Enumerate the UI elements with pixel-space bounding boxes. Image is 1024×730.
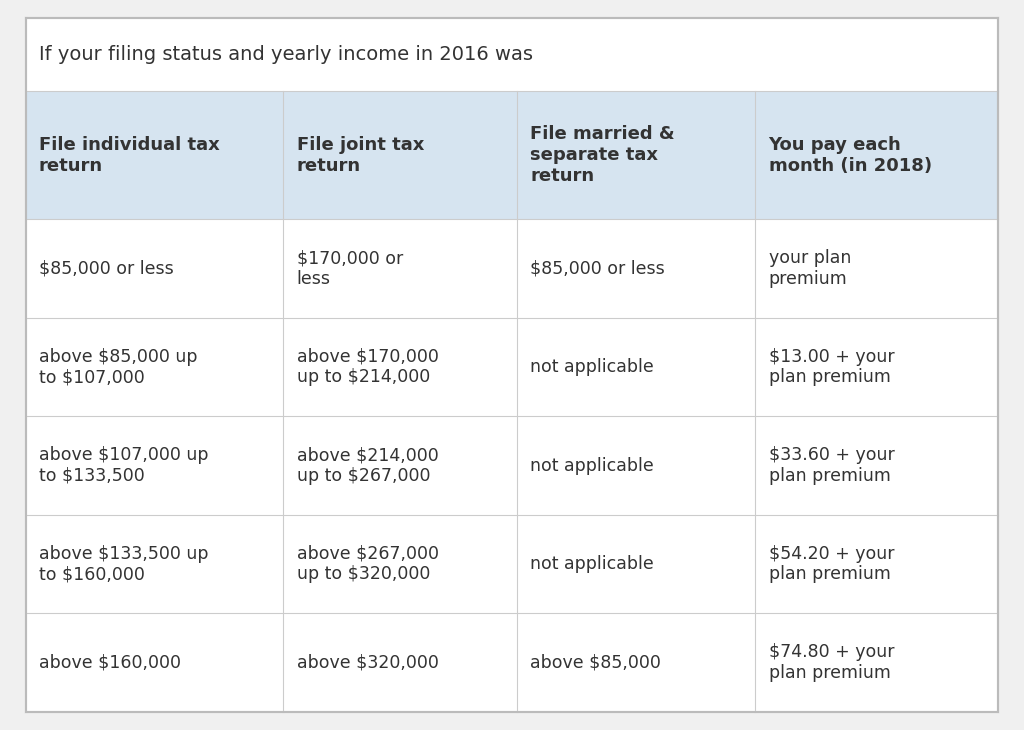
Bar	[26, 219, 284, 318]
Text: You pay each
month (in 2018): You pay each month (in 2018)	[768, 136, 932, 174]
Text: above $133,500 up
to $160,000: above $133,500 up to $160,000	[39, 545, 209, 583]
Bar	[284, 318, 517, 416]
Text: above $85,000 up
to $107,000: above $85,000 up to $107,000	[39, 347, 198, 386]
Bar	[284, 416, 517, 515]
Bar	[517, 515, 756, 613]
Bar	[756, 613, 998, 712]
Bar	[284, 219, 517, 318]
Text: above $170,000
up to $214,000: above $170,000 up to $214,000	[297, 347, 438, 386]
Text: $33.60 + your
plan premium: $33.60 + your plan premium	[768, 446, 894, 485]
Bar	[517, 219, 756, 318]
Text: not applicable: not applicable	[530, 555, 654, 573]
Bar	[517, 416, 756, 515]
Text: above $267,000
up to $320,000: above $267,000 up to $320,000	[297, 545, 438, 583]
Text: File individual tax
return: File individual tax return	[39, 136, 220, 174]
Bar	[284, 613, 517, 712]
Text: File married &
separate tax
return: File married & separate tax return	[530, 126, 675, 185]
Text: above $214,000
up to $267,000: above $214,000 up to $267,000	[297, 446, 438, 485]
Text: If your filing status and yearly income in 2016 was: If your filing status and yearly income …	[39, 45, 532, 64]
Bar	[756, 91, 998, 219]
Bar	[517, 318, 756, 416]
Text: not applicable: not applicable	[530, 456, 654, 474]
Text: $170,000 or
less: $170,000 or less	[297, 249, 403, 288]
Bar	[26, 416, 284, 515]
Text: File joint tax
return: File joint tax return	[297, 136, 424, 174]
Bar	[26, 515, 284, 613]
Text: above $320,000: above $320,000	[297, 653, 438, 672]
Bar	[517, 91, 756, 219]
Text: $85,000 or less: $85,000 or less	[530, 260, 665, 277]
Bar	[756, 318, 998, 416]
Bar	[26, 613, 284, 712]
Text: $13.00 + your
plan premium: $13.00 + your plan premium	[768, 347, 894, 386]
Bar	[26, 18, 998, 91]
Text: $85,000 or less: $85,000 or less	[39, 260, 174, 277]
Bar	[284, 91, 517, 219]
Text: $74.80 + your
plan premium: $74.80 + your plan premium	[768, 643, 894, 682]
Text: above $107,000 up
to $133,500: above $107,000 up to $133,500	[39, 446, 209, 485]
Bar	[26, 91, 284, 219]
Bar	[756, 416, 998, 515]
Text: above $160,000: above $160,000	[39, 653, 181, 672]
Bar	[284, 515, 517, 613]
Bar	[517, 613, 756, 712]
Text: not applicable: not applicable	[530, 358, 654, 376]
Bar	[756, 219, 998, 318]
Text: $54.20 + your
plan premium: $54.20 + your plan premium	[768, 545, 894, 583]
Text: above $85,000: above $85,000	[530, 653, 662, 672]
Bar	[26, 318, 284, 416]
Text: your plan
premium: your plan premium	[768, 249, 851, 288]
Bar	[756, 515, 998, 613]
